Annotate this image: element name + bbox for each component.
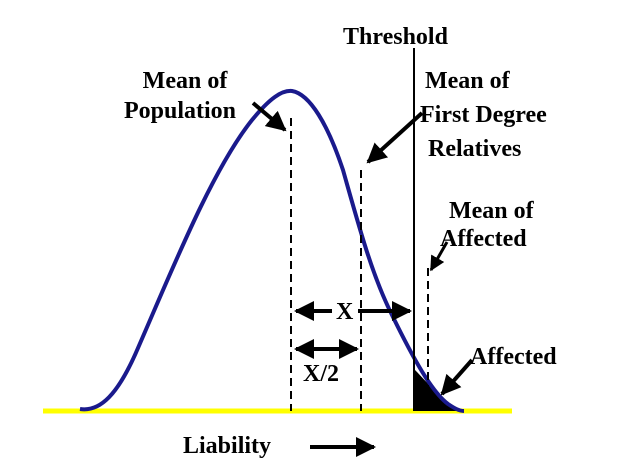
- affected-label: Affected: [470, 344, 557, 370]
- affected-pointer-arrow: [429, 241, 449, 272]
- liability-axis-label: Liability: [183, 433, 271, 459]
- relatives-pointer-arrow: [366, 111, 424, 164]
- mean-relatives-label: Mean of First Degree Relatives: [420, 68, 553, 162]
- affected-tail-area: [415, 370, 460, 411]
- mean-population-label: Mean of Population: [124, 68, 236, 124]
- population-pointer-arrow: [251, 101, 287, 132]
- x-label: X: [336, 299, 354, 325]
- mean-affected-label: Mean of Affected: [440, 198, 540, 252]
- threshold-label: Threshold: [343, 24, 449, 50]
- affected-area-pointer-arrow: [440, 358, 474, 396]
- population-curve: [79, 88, 465, 413]
- x-half-label: X/2: [303, 361, 339, 387]
